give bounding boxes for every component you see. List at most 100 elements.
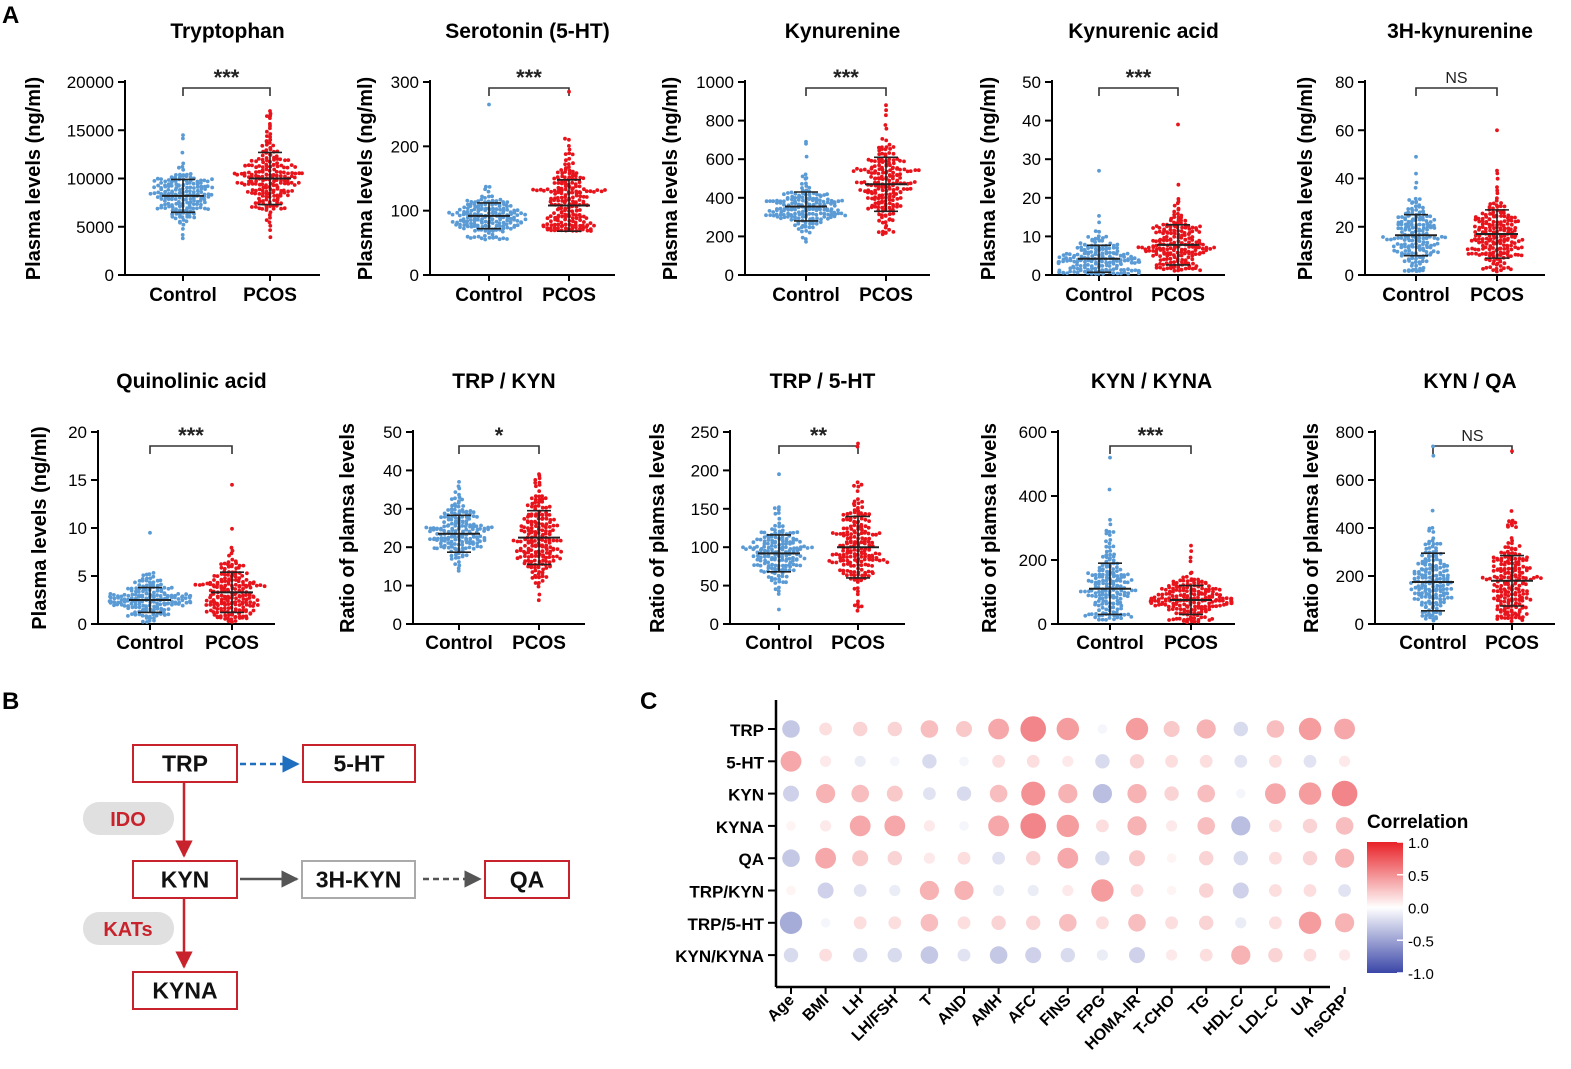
data-point: [1502, 568, 1507, 573]
data-point: [1427, 546, 1432, 550]
data-point: [1488, 202, 1493, 206]
series-pcos: [1136, 122, 1216, 273]
data-point: [858, 188, 863, 192]
data-point: [1093, 261, 1098, 266]
data-point: [1406, 246, 1411, 250]
data-point: [530, 501, 535, 506]
data-point: [1174, 581, 1179, 585]
data-point: [475, 535, 479, 540]
data-point: [571, 212, 575, 217]
data-point: [773, 566, 777, 571]
data-point: [764, 213, 768, 218]
data-point: [541, 553, 545, 558]
data-point: [870, 191, 874, 196]
data-point: [877, 212, 881, 217]
series-control: [1409, 444, 1454, 623]
data-point: [449, 534, 454, 539]
data-point: [1484, 236, 1489, 241]
data-point: [206, 195, 211, 199]
data-point: [1491, 201, 1496, 206]
node-box: [301, 860, 416, 899]
data-point: [1425, 240, 1430, 245]
data-point: [453, 496, 457, 501]
data-point: [859, 554, 864, 559]
data-point: [560, 174, 565, 179]
data-point: [140, 613, 145, 618]
data-point: [1520, 598, 1525, 603]
data-point: [1427, 571, 1432, 575]
heatmap-cell: [989, 784, 1008, 803]
y-tick-label: 0: [105, 266, 114, 285]
data-point: [1207, 594, 1212, 599]
data-point: [155, 195, 160, 200]
data-point: [1165, 266, 1170, 271]
node-box: [132, 860, 238, 899]
data-point: [1428, 613, 1432, 618]
data-point: [533, 532, 538, 537]
data-point: [193, 582, 198, 587]
data-point: [274, 173, 279, 178]
data-point: [556, 190, 560, 195]
data-point: [486, 527, 490, 532]
chart-title: 3H-kynurenine: [1387, 20, 1533, 43]
data-point: [541, 558, 545, 563]
data-point: [1170, 594, 1175, 598]
y-tick-label: 0: [78, 615, 87, 634]
data-point: [1495, 589, 1500, 594]
data-point: [1406, 268, 1411, 273]
heatmap-cell: [1234, 754, 1248, 768]
data-point: [1506, 590, 1511, 594]
heatmap-cell: [988, 718, 1009, 740]
data-point: [571, 199, 575, 204]
data-point: [841, 558, 846, 563]
data-point: [1506, 236, 1510, 241]
data-point: [1157, 226, 1162, 230]
data-point: [1133, 268, 1138, 273]
data-point: [811, 221, 815, 226]
heatmap-cell: [1125, 717, 1149, 741]
data-point: [457, 560, 461, 564]
data-point: [1499, 562, 1504, 567]
data-point: [486, 189, 491, 194]
data-point: [1446, 595, 1450, 600]
data-point: [1082, 251, 1087, 256]
data-point: [300, 171, 304, 176]
data-point: [1169, 231, 1173, 236]
data-point: [1129, 260, 1134, 265]
data-point: [165, 601, 170, 606]
data-point: [162, 611, 166, 615]
data-point: [1160, 592, 1165, 597]
y-tick-label: 200: [391, 137, 419, 156]
data-point: [452, 542, 457, 546]
data-point: [1423, 589, 1428, 593]
data-point: [1428, 223, 1433, 228]
data-point: [825, 192, 829, 197]
data-point: [1438, 572, 1443, 577]
data-point: [1075, 263, 1079, 267]
data-point: [1168, 246, 1173, 251]
data-point: [1506, 600, 1511, 605]
data-point: [1094, 594, 1098, 599]
data-point: [1505, 222, 1510, 226]
data-point: [543, 539, 548, 544]
data-point: [883, 231, 888, 235]
data-point: [533, 565, 537, 570]
data-point: [548, 199, 553, 204]
data-point: [1087, 589, 1091, 594]
data-point: [162, 585, 167, 590]
data-point: [498, 217, 502, 222]
data-point: [166, 612, 171, 617]
data-point: [1122, 268, 1126, 272]
data-point: [141, 619, 145, 624]
heatmap-cell: [1268, 947, 1283, 963]
data-point: [478, 539, 482, 544]
data-point: [222, 601, 227, 605]
data-point: [456, 484, 461, 489]
heatmap-cell: [853, 916, 867, 930]
data-point: [859, 567, 864, 572]
panel-label-c: C: [640, 688, 658, 715]
data-point: [848, 511, 853, 515]
data-point: [755, 557, 760, 562]
data-point: [807, 211, 812, 216]
